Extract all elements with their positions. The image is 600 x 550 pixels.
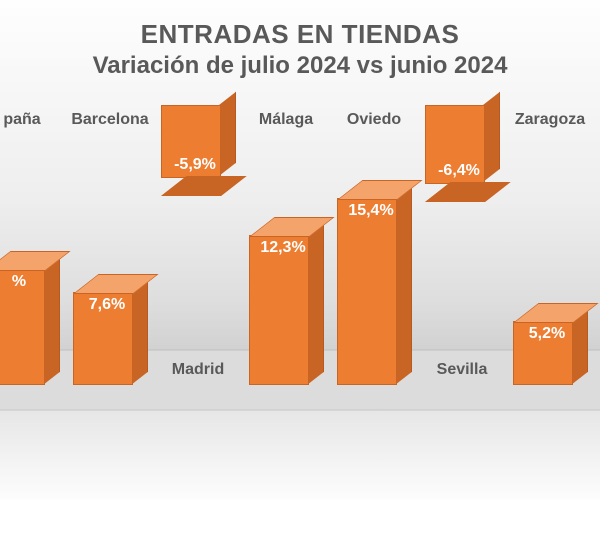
bar-cap bbox=[425, 182, 511, 202]
bar-cap bbox=[0, 251, 71, 271]
value-label-sevilla: -6,4% bbox=[419, 162, 499, 180]
value-label-zaragoza: 5,2% bbox=[507, 325, 587, 343]
chart-stage: ENTRADAS EN TIENDAS Variación de julio 2… bbox=[0, 0, 600, 500]
bars-container: %paña7,6%Barcelona-5,9%Madrid12,3%Málaga… bbox=[0, 105, 600, 385]
category-label-madrid: Madrid bbox=[148, 361, 248, 379]
value-label-madrid: -5,9% bbox=[155, 156, 235, 174]
value-label-barcelona: 7,6% bbox=[67, 296, 147, 314]
title-line-1: ENTRADAS EN TIENDAS bbox=[0, 18, 600, 51]
category-label-sevilla: Sevilla bbox=[412, 361, 512, 379]
category-label-zaragoza: Zaragoza bbox=[500, 111, 600, 129]
chart-title: ENTRADAS EN TIENDAS Variación de julio 2… bbox=[0, 18, 600, 81]
title-line-2: Variación de julio 2024 vs junio 2024 bbox=[0, 51, 600, 81]
bar-cap bbox=[161, 176, 247, 196]
bar-málaga bbox=[249, 237, 307, 385]
category-label-barcelona: Barcelona bbox=[60, 111, 160, 129]
bar-front bbox=[249, 235, 309, 385]
value-label-oviedo: 15,4% bbox=[331, 202, 411, 220]
category-label-oviedo: Oviedo bbox=[324, 111, 424, 129]
bar-front bbox=[337, 198, 397, 385]
category-label-málaga: Málaga bbox=[236, 111, 336, 129]
value-label-españa: % bbox=[0, 273, 59, 291]
bar-oviedo bbox=[337, 200, 395, 385]
value-label-málaga: 12,3% bbox=[243, 239, 323, 257]
